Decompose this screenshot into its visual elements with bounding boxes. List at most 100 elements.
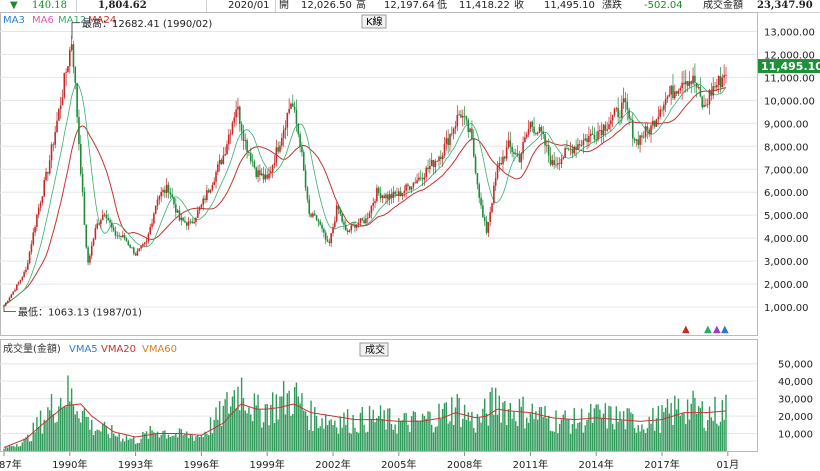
candle-body	[602, 124, 605, 135]
candle-body	[553, 160, 555, 165]
candle-body	[716, 84, 718, 88]
volume-bar	[350, 433, 352, 451]
volume-bar	[600, 417, 603, 451]
candle-body	[429, 165, 431, 169]
candle-body	[59, 105, 62, 110]
candle-body	[92, 238, 95, 246]
volume-bar	[226, 392, 228, 451]
volume-bar	[577, 423, 579, 451]
candle-body	[32, 232, 35, 245]
volume-bar	[381, 418, 384, 451]
candle-body	[43, 180, 46, 197]
candle-body	[641, 135, 643, 138]
volume-bar	[45, 421, 47, 451]
price-tick-label: 3,000.00	[764, 257, 809, 268]
marker-blue: ▲	[721, 324, 729, 335]
candle-body	[171, 194, 173, 198]
volume-bar	[120, 441, 122, 451]
volume-bar	[484, 398, 486, 451]
volume-bar	[176, 437, 179, 451]
volume-bar	[443, 403, 446, 451]
volume-bar	[498, 395, 501, 451]
candle-body	[418, 177, 420, 181]
candle-body	[25, 269, 27, 273]
candle-body	[708, 91, 711, 105]
candle-body	[363, 220, 365, 224]
volume-bar	[595, 404, 597, 451]
candle-body	[454, 126, 457, 129]
candle-body	[240, 124, 243, 132]
volume-bar	[496, 414, 499, 451]
candle-body	[573, 146, 576, 154]
candle-body	[412, 182, 415, 188]
candle-body	[158, 196, 161, 200]
volume-bar	[28, 441, 31, 451]
volume-bar	[546, 418, 548, 451]
volume-bar	[8, 445, 11, 451]
volume-bar	[646, 428, 649, 451]
candle-body	[231, 122, 234, 134]
candle-body	[692, 75, 694, 84]
candle-body	[597, 131, 599, 140]
candle-body	[546, 145, 548, 146]
volume-bar	[208, 435, 210, 451]
volume-bar	[615, 406, 618, 451]
candle-body	[103, 214, 106, 216]
volume-bar	[111, 425, 113, 451]
candle-body	[222, 155, 225, 164]
volume-bar	[452, 424, 455, 451]
volume-bar	[537, 419, 539, 451]
price-tick-label: 2,000.00	[764, 280, 809, 291]
volume-bar	[562, 414, 565, 451]
x-tick-label: 2014年	[578, 458, 613, 471]
candle-body	[129, 244, 131, 248]
volume-bar	[94, 430, 97, 451]
candle-body	[705, 104, 707, 106]
svg-text:最高：12682.41 (1990/02): 最高：12682.41 (1990/02)	[82, 17, 212, 30]
candle-body	[628, 109, 630, 119]
volume-bar	[664, 407, 667, 451]
candle-body	[608, 124, 610, 130]
volume-bar	[156, 431, 159, 451]
candle-body	[586, 138, 588, 143]
candle-body	[535, 133, 537, 135]
candle-body	[663, 104, 665, 110]
volume-bar	[67, 375, 69, 451]
candle-body	[235, 109, 237, 118]
volume-bar	[231, 396, 234, 451]
open-label: 開	[279, 0, 289, 11]
candle-body	[207, 190, 210, 193]
volume-bar	[85, 416, 87, 451]
candle-body	[560, 158, 563, 164]
volume-bar	[204, 431, 206, 451]
candle-body	[346, 230, 349, 233]
ma24-line	[3, 87, 727, 306]
candle-body	[575, 146, 577, 150]
volume-bar	[653, 430, 656, 451]
candle-body	[8, 297, 11, 301]
candle-body	[259, 170, 261, 176]
candle-body	[220, 159, 223, 164]
volume-bar	[175, 433, 177, 451]
volume-bar	[555, 410, 557, 451]
candle-body	[36, 214, 38, 227]
candle-body	[443, 143, 446, 156]
candle-body	[416, 180, 418, 184]
candle-body	[657, 116, 660, 120]
volume-bar	[151, 430, 153, 451]
volume-bar	[367, 431, 369, 451]
candle-body	[577, 144, 579, 150]
candle-body	[334, 221, 336, 228]
volume-bar	[675, 409, 678, 451]
candle-body	[522, 142, 524, 154]
candle-body	[195, 217, 197, 222]
volume-bar	[471, 411, 473, 451]
candle-body	[368, 213, 371, 218]
candle-body	[518, 155, 521, 163]
candle-body	[180, 217, 183, 221]
volume-bar	[650, 423, 652, 451]
candle-body	[507, 140, 510, 148]
candle-body	[182, 217, 184, 221]
volume-bar	[460, 426, 462, 451]
volume-bar	[655, 418, 658, 451]
